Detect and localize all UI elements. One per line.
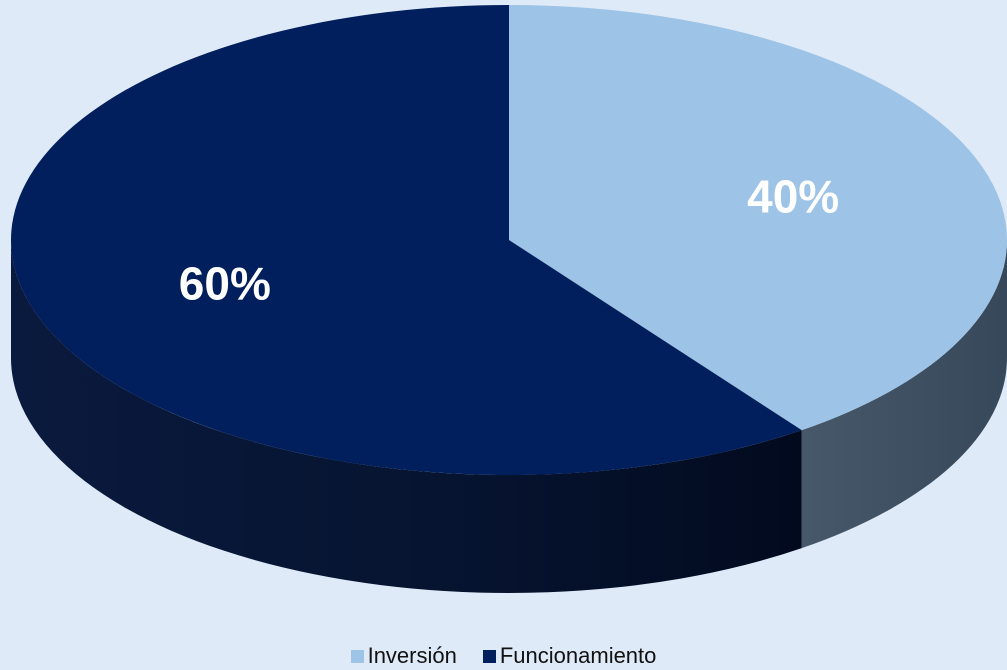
pie-slice-inversion — [509, 5, 1007, 431]
legend-swatch-funcionamiento — [482, 649, 496, 663]
pie-side-funcionamiento — [11, 240, 802, 593]
legend-label-funcionamiento: Funcionamiento — [499, 643, 657, 668]
legend-item-funcionamiento: Funcionamiento — [482, 643, 657, 668]
legend-item-inversion: Inversión — [350, 643, 457, 668]
pie-chart-canvas: 40% 60% — [10, 5, 1007, 593]
chart-legend: Inversión Funcionamiento — [0, 644, 1007, 668]
legend-swatch-inversion — [350, 649, 364, 663]
pie-3d-side — [11, 240, 1007, 593]
pie-top — [10, 5, 1007, 475]
pie-side-inversion — [801, 240, 1007, 549]
pie-slice-funcionamiento — [10, 5, 802, 475]
slice-label-inversion: 40% — [747, 170, 839, 222]
pie-labels: 40% 60% — [179, 170, 839, 309]
legend-label-inversion: Inversión — [367, 643, 457, 668]
slice-label-funcionamiento: 60% — [179, 258, 271, 310]
